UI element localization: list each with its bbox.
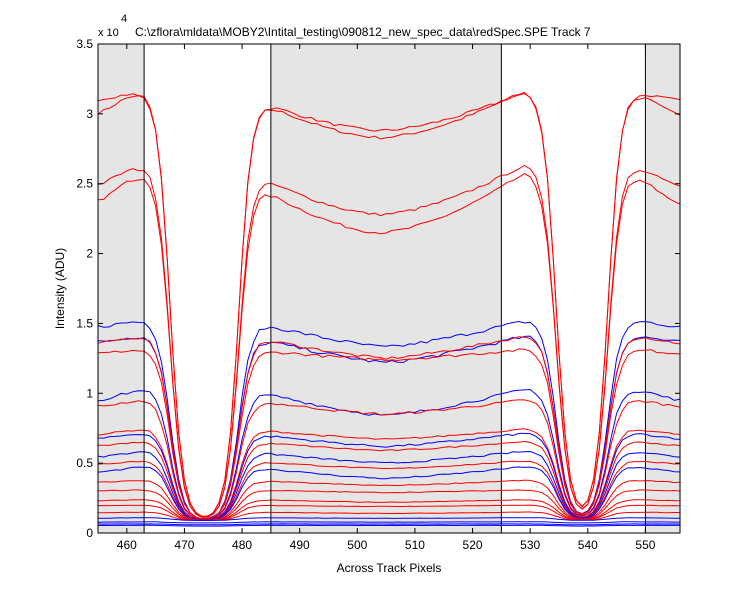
y-exponent-base: x 10 [98, 27, 119, 39]
series-line-9 [97, 399, 681, 521]
x-tick-label-510: 510 [405, 538, 425, 552]
x-tick-label-470: 470 [174, 538, 194, 552]
series-line-24 [97, 524, 680, 527]
chart-title: C:\zflora\mldata\MOBY2\Intital_testing\0… [135, 25, 591, 39]
shaded-region-2 [645, 44, 680, 533]
x-tick-label-490: 490 [290, 538, 310, 552]
series-line-7 [97, 348, 681, 520]
x-tick-label-480: 480 [232, 538, 252, 552]
series-line-21 [98, 517, 681, 521]
y-tick-label-6: 3 [86, 107, 93, 121]
x-axis-title: Across Track Pixels [337, 561, 442, 575]
y-exponent-power: 4 [121, 13, 127, 25]
y-tick-label-0: 0 [86, 526, 93, 540]
series-line-22 [97, 521, 680, 524]
x-tick-label-500: 500 [347, 538, 367, 552]
y-tick-label-1: 0.5 [76, 456, 93, 470]
x-tick-label-460: 460 [117, 538, 137, 552]
y-axis-title: Intensity (ADU) [53, 248, 67, 329]
y-axis-ticks: 0 0.5 1 1.5 2 2.5 3 3.5 [76, 37, 680, 540]
x-tick-label-540: 540 [578, 538, 598, 552]
plot-frame [97, 43, 681, 534]
series-line-3 [97, 164, 681, 518]
y-tick-label-5: 2.5 [76, 177, 93, 191]
y-tick-label-7: 3.5 [76, 37, 93, 51]
series-line-1 [97, 93, 681, 517]
x-tick-label-530: 530 [520, 538, 540, 552]
y-tick-label-4: 2 [86, 247, 93, 261]
y-tick-label-2: 1 [86, 386, 93, 400]
shaded-regions [98, 44, 680, 533]
y-tick-label-3: 1.5 [76, 316, 93, 330]
series-lines [97, 91, 681, 527]
x-axis-ticks: 460 470 480 490 500 510 520 530 540 550 [117, 44, 656, 552]
series-line-23 [97, 523, 681, 526]
x-tick-label-550: 550 [635, 538, 655, 552]
shaded-region-1 [270, 44, 502, 533]
shaded-region-0 [98, 44, 145, 533]
x-tick-label-520: 520 [463, 538, 483, 552]
vertical-marker-lines [143, 44, 646, 533]
